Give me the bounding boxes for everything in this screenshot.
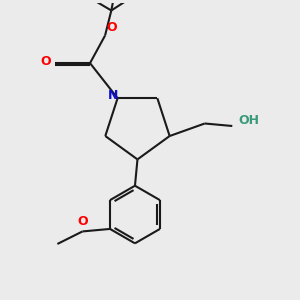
Text: OH: OH [238,115,260,128]
Text: O: O [77,215,88,228]
Text: O: O [106,21,117,34]
Text: N: N [107,89,118,102]
Text: O: O [40,56,51,68]
